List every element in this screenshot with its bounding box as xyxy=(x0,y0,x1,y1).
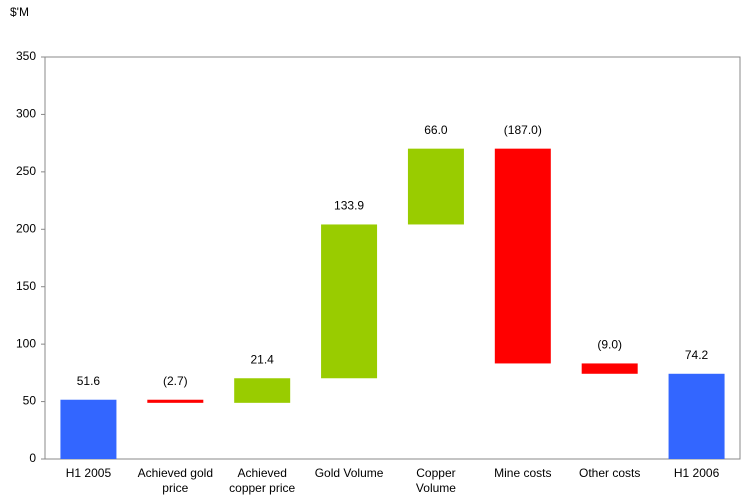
plot-frame xyxy=(44,56,741,460)
bar xyxy=(60,399,117,459)
y-tick-label: 200 xyxy=(16,221,36,235)
value-label: 133.9 xyxy=(334,199,364,213)
value-label: 21.4 xyxy=(251,352,275,366)
x-tick-label: Other costs xyxy=(579,466,640,480)
x-tick-label: Achieved copper price xyxy=(229,466,295,495)
bar xyxy=(494,148,551,364)
x-tick-label: Copper Volume xyxy=(416,466,456,495)
bar xyxy=(407,148,464,225)
value-label: 51.6 xyxy=(77,374,101,388)
y-tick-label: 350 xyxy=(16,49,36,63)
value-label: 74.2 xyxy=(685,348,709,362)
x-tick-label: Achieved gold price xyxy=(138,466,213,495)
x-tick-label: H1 2006 xyxy=(674,466,720,480)
bar xyxy=(321,224,378,379)
bar xyxy=(668,373,725,459)
y-tick-label: 100 xyxy=(16,336,36,350)
y-axis-label: $'M xyxy=(10,5,29,19)
value-label: (9.0) xyxy=(597,338,622,352)
x-tick-label: Gold Volume xyxy=(315,466,384,480)
value-label: (187.0) xyxy=(504,123,542,137)
bar xyxy=(147,399,204,403)
y-tick-label: 0 xyxy=(29,451,36,465)
x-tick-label: Mine costs xyxy=(494,466,551,480)
value-label: (2.7) xyxy=(163,374,188,388)
bar xyxy=(581,363,638,374)
y-tick-label: 150 xyxy=(16,279,36,293)
value-label: 66.0 xyxy=(424,123,448,137)
y-tick-label: 250 xyxy=(16,164,36,178)
bar xyxy=(234,378,291,403)
x-tick-label: H1 2005 xyxy=(66,466,112,480)
y-tick-label: 50 xyxy=(23,394,37,408)
y-tick-label: 300 xyxy=(16,107,36,121)
